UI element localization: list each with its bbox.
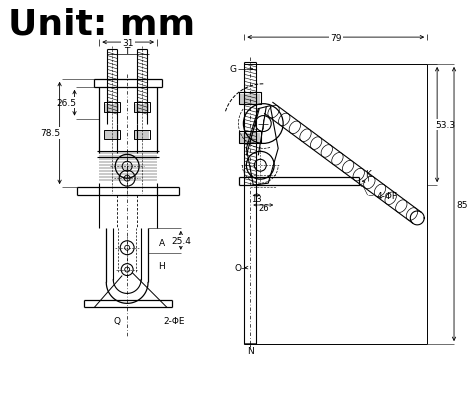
Text: Unit: mm: Unit: mm xyxy=(8,7,195,41)
Text: 4-ΦF: 4-ΦF xyxy=(377,191,398,200)
Text: 2-ΦE: 2-ΦE xyxy=(163,316,184,325)
Text: 53.3: 53.3 xyxy=(435,121,455,130)
Text: H: H xyxy=(159,261,165,271)
Text: T: T xyxy=(125,46,130,55)
Bar xyxy=(134,130,150,140)
Bar xyxy=(240,132,262,144)
Text: 26: 26 xyxy=(258,204,269,213)
Bar xyxy=(104,130,120,140)
Text: Q: Q xyxy=(114,316,121,325)
Text: 78.5: 78.5 xyxy=(41,129,61,138)
Text: 85: 85 xyxy=(456,200,467,209)
Text: K: K xyxy=(365,169,370,178)
Bar xyxy=(240,93,262,104)
Text: 79: 79 xyxy=(330,33,341,43)
Text: 13: 13 xyxy=(252,194,262,203)
Text: N: N xyxy=(247,346,254,355)
Text: A: A xyxy=(159,239,165,248)
Text: O: O xyxy=(235,263,242,273)
Bar xyxy=(104,102,120,112)
Text: 26.5: 26.5 xyxy=(57,99,77,108)
Text: 31: 31 xyxy=(122,38,134,47)
Bar xyxy=(134,102,150,112)
Text: 25.4: 25.4 xyxy=(171,236,191,245)
Text: G: G xyxy=(229,65,236,74)
